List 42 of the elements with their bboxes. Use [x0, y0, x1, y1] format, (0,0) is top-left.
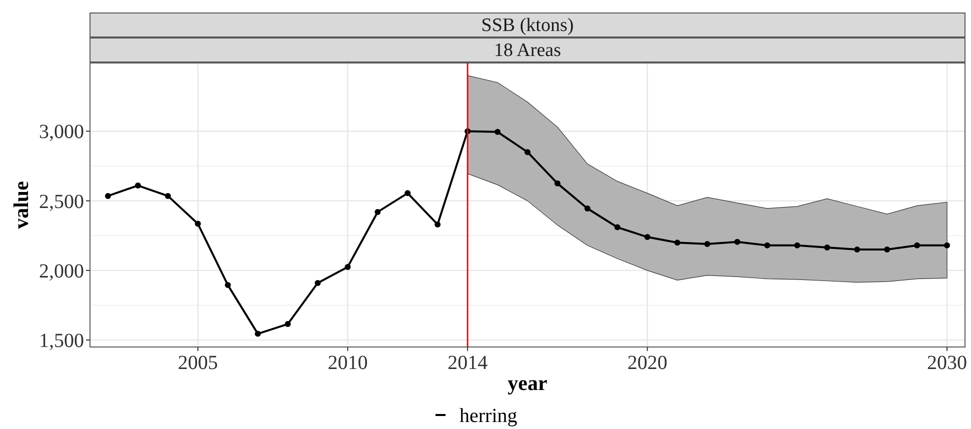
point — [824, 244, 830, 250]
point — [644, 234, 650, 240]
y-tick-label: 2,000 — [39, 260, 84, 282]
point — [524, 149, 530, 156]
point — [794, 242, 800, 248]
point — [404, 190, 411, 196]
y-axis-title: value — [9, 181, 33, 229]
point — [314, 280, 321, 286]
point — [734, 238, 740, 245]
point — [944, 242, 950, 248]
point — [344, 264, 351, 270]
x-tick-label: 2005 — [178, 352, 218, 374]
y-tick-label: 1,500 — [39, 330, 84, 352]
point — [674, 240, 680, 246]
y-tick-label: 3,000 — [39, 121, 84, 144]
chart-subtitle: 18 Areas — [494, 40, 562, 61]
point — [764, 242, 770, 248]
point — [284, 321, 291, 328]
point — [554, 180, 560, 186]
x-axis-title: year — [508, 371, 548, 395]
point — [914, 242, 920, 248]
point — [104, 192, 111, 199]
point — [704, 240, 710, 247]
point — [884, 246, 890, 253]
point — [434, 221, 441, 228]
point — [134, 182, 141, 189]
point — [614, 224, 620, 230]
point — [854, 246, 860, 253]
point — [584, 205, 590, 212]
x-tick-label: 2010 — [328, 352, 368, 374]
x-tick-label: 2014 — [448, 352, 488, 374]
legend-label: herring — [460, 405, 518, 427]
point — [164, 192, 171, 199]
point — [254, 330, 261, 337]
point — [374, 208, 381, 215]
y-tick-label: 2,500 — [39, 190, 84, 213]
point — [494, 128, 501, 135]
x-tick-label: 2020 — [627, 352, 668, 374]
point — [194, 220, 201, 227]
x-tick-label: 2030 — [927, 352, 968, 374]
chart-title: SSB (ktons) — [481, 15, 574, 36]
point — [224, 282, 231, 288]
